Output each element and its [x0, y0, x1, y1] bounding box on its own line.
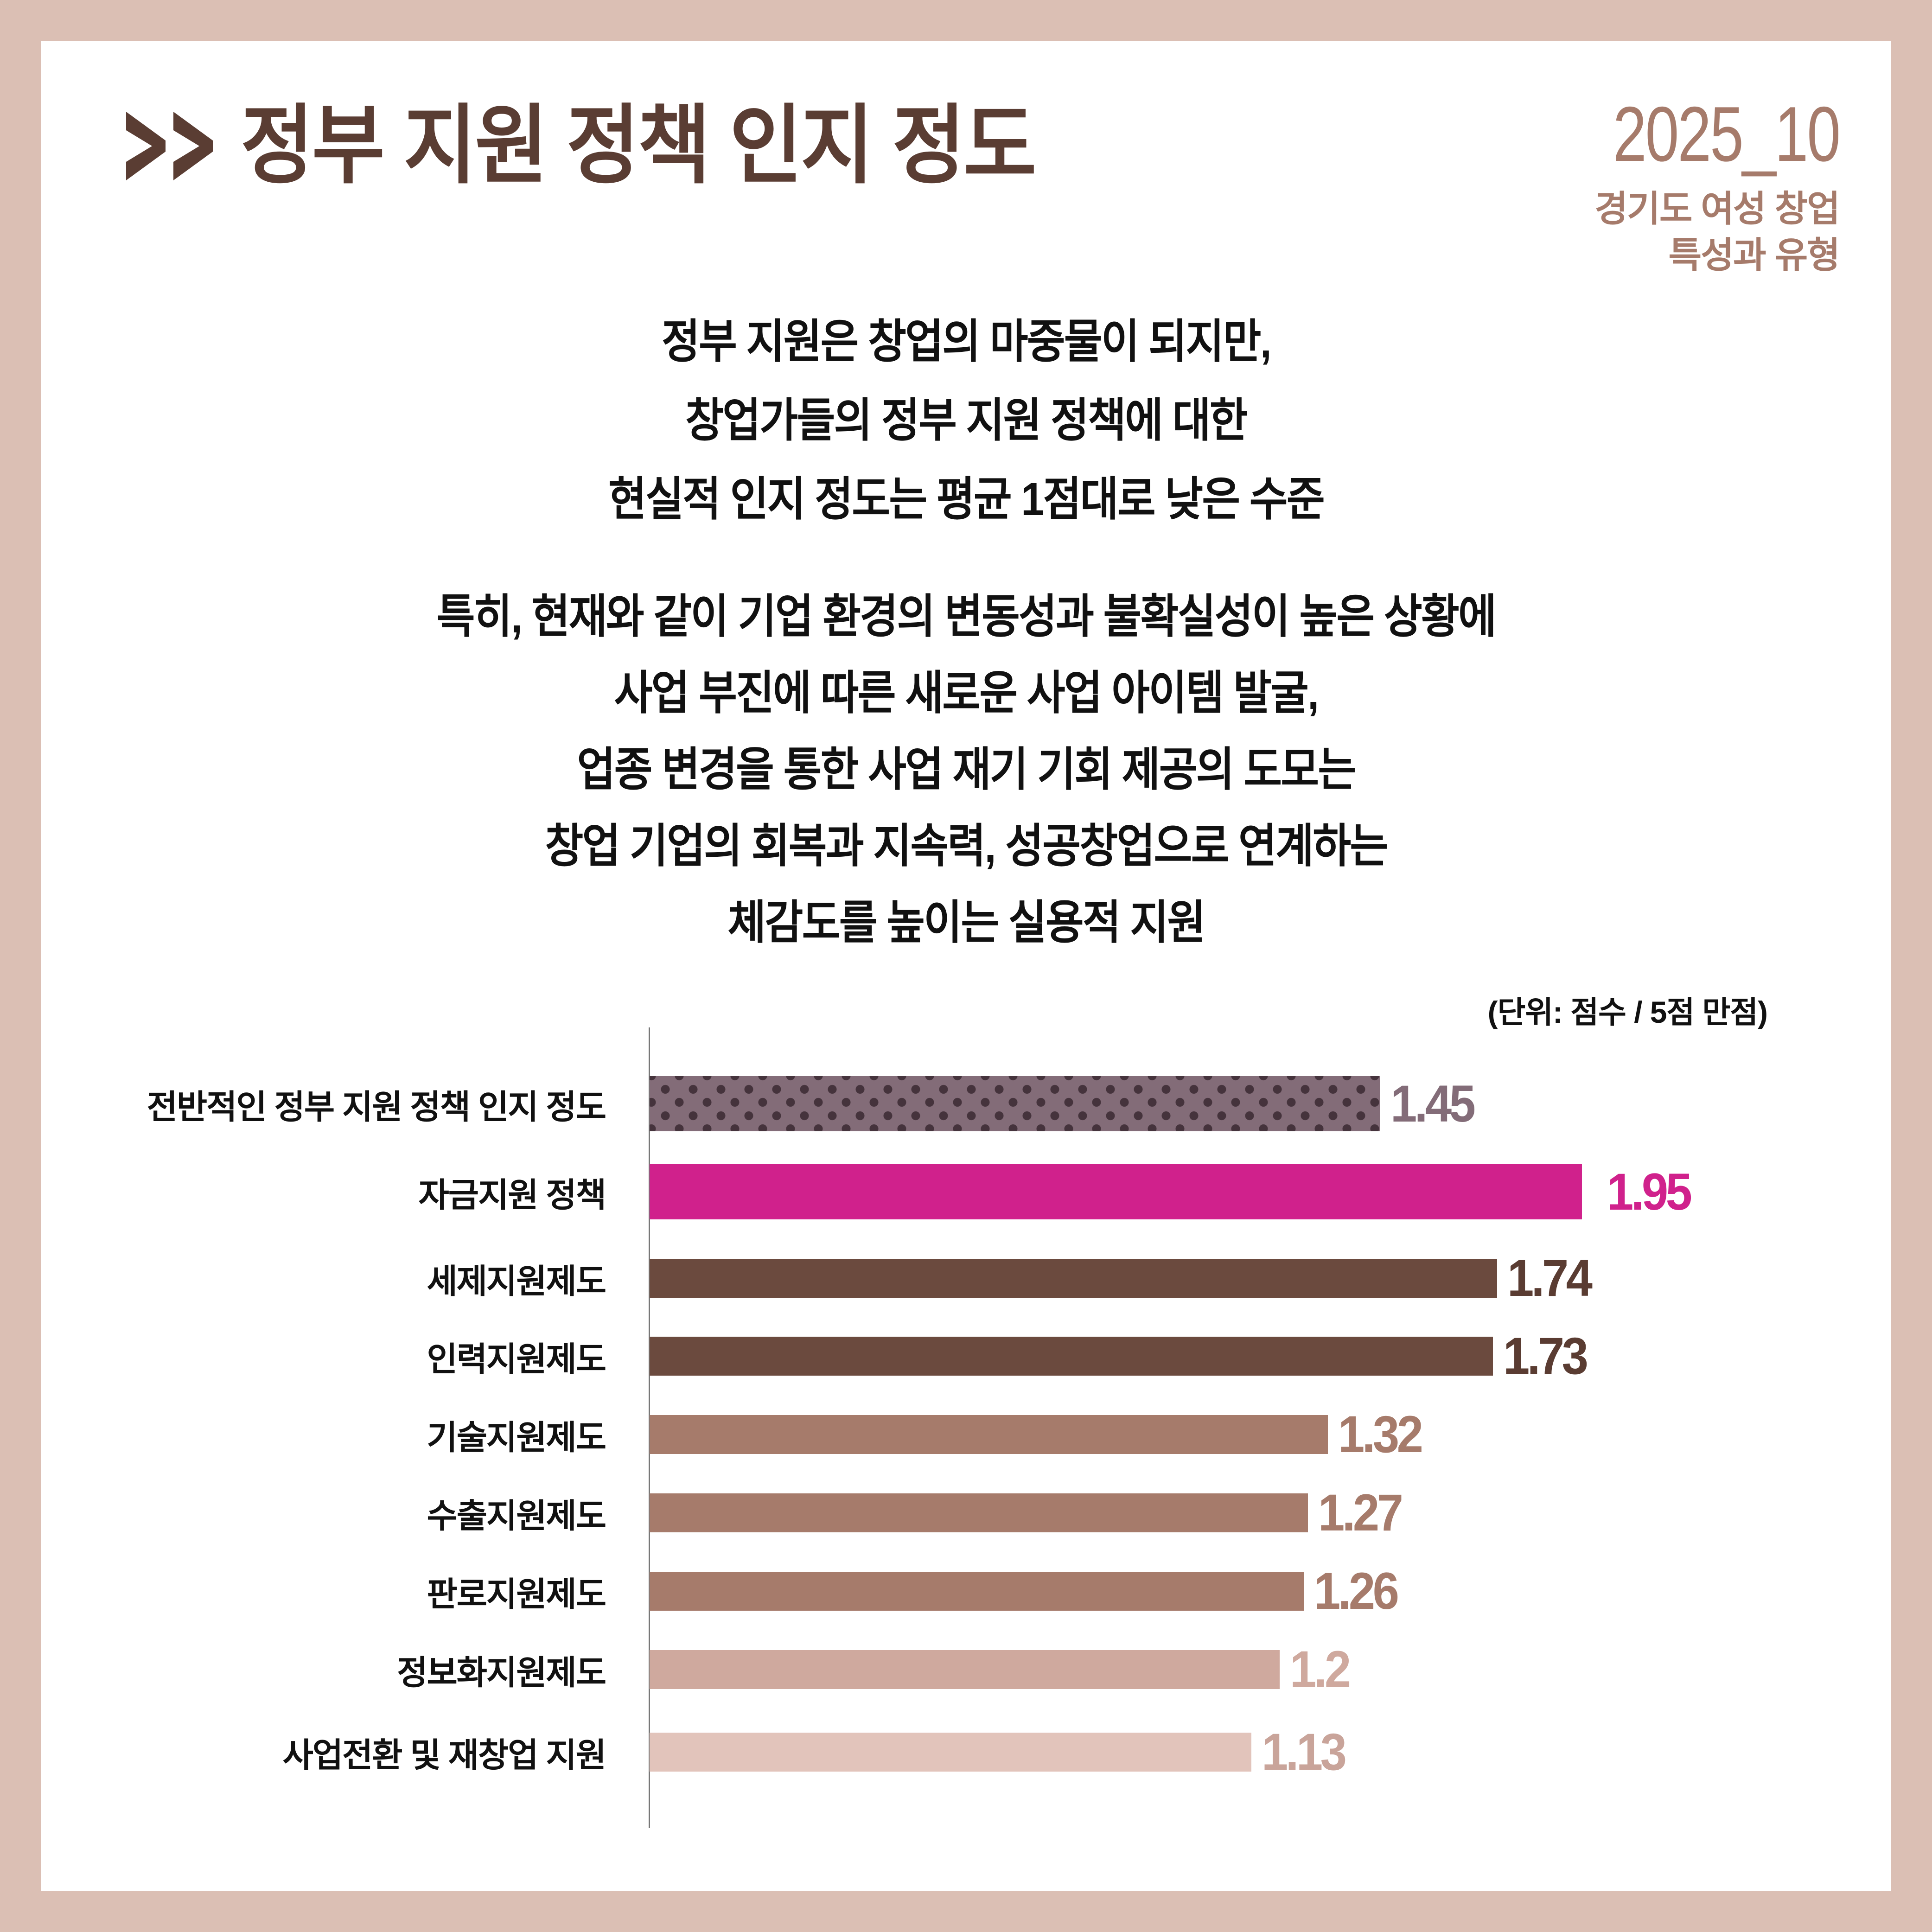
value-label: 1.13 [1262, 1723, 1347, 1781]
value-label: 1.2 [1290, 1640, 1351, 1698]
category-label: 인력지원제도 [427, 1341, 606, 1378]
bar [650, 1415, 1328, 1454]
value-label: 1.73 [1503, 1327, 1588, 1385]
summary-line: 특히, 현재와 같이 기업 환경의 변동성과 불확실성이 높은 상황에 [436, 591, 1497, 643]
summary-line: 사업 부진에 따른 새로운 사업 아이템 발굴, [614, 667, 1320, 719]
summary-line: 창업가들의 정부 지원 정책에 대한 [685, 395, 1248, 446]
bar [650, 1493, 1308, 1532]
summary-paragraph-1: 정부 지원은 창업의 마중물이 되지만, 창업가들의 정부 지원 정책에 대한 … [41, 302, 1891, 539]
summary-line: 창업 기업의 회복과 지속력, 성공창업으로 연계하는 [545, 820, 1389, 872]
category-label: 사업전환 및 재창업 지원 [282, 1737, 606, 1774]
category-label: 판로지원제도 [427, 1576, 606, 1613]
category-label: 수출지원제도 [427, 1498, 606, 1535]
double-chevron-right-icon [126, 112, 213, 180]
bar [650, 1650, 1280, 1689]
y-axis-line [649, 1027, 650, 1828]
chevron-right-icon [126, 112, 166, 180]
summary-line: 현실적 인지 정도는 평균 1점대로 낮은 수준 [608, 473, 1325, 525]
page-title: 정부 지원 정책 인지 정도 [126, 100, 1104, 192]
category-label: 세제지원제도 [427, 1263, 606, 1301]
category-label: 기술지원제도 [427, 1419, 606, 1457]
summary-line: 체감도를 높이는 실용적 지원 [727, 897, 1205, 949]
value-label: 1.27 [1318, 1484, 1403, 1542]
summary-paragraph-2: 특히, 현재와 같이 기업 환경의 변동성과 불확실성이 높은 상황에 사업 부… [41, 579, 1891, 961]
summary-line: 정부 지원은 창업의 마중물이 되지만, [661, 316, 1272, 368]
bar [650, 1164, 1582, 1219]
value-label: 1.32 [1338, 1405, 1423, 1463]
series-title-line: 특성과 유형 [1668, 235, 1840, 275]
category-label: 전반적인 정부 지원 정책 인지 정도 [147, 1089, 606, 1126]
value-label: 1.95 [1607, 1162, 1692, 1221]
unit-note: (단위: 점수 / 5점 만점) [1487, 995, 1768, 1029]
bar [650, 1572, 1304, 1611]
category-label: 정보화지원제도 [397, 1654, 606, 1692]
summary-line: 업종 변경을 통한 사업 재기 기회 제공의 도모는 [577, 744, 1356, 796]
bar [650, 1733, 1251, 1772]
value-label: 1.26 [1314, 1562, 1399, 1620]
category-label: 자금지원 정책 [418, 1177, 606, 1214]
bar [650, 1076, 1380, 1131]
value-label: 1.45 [1390, 1074, 1476, 1133]
value-label: 1.74 [1507, 1249, 1593, 1307]
bar [650, 1337, 1493, 1376]
issue-date: 2025_10 [1613, 90, 1841, 178]
title-text: 정부 지원 정책 인지 정도 [241, 98, 1037, 194]
chevron-right-icon [173, 112, 213, 180]
series-title-line: 경기도 여성 창업 [1594, 188, 1840, 229]
bar [650, 1259, 1497, 1298]
series-title: 경기도 여성 창업 특성과 유형 [1594, 185, 1840, 278]
